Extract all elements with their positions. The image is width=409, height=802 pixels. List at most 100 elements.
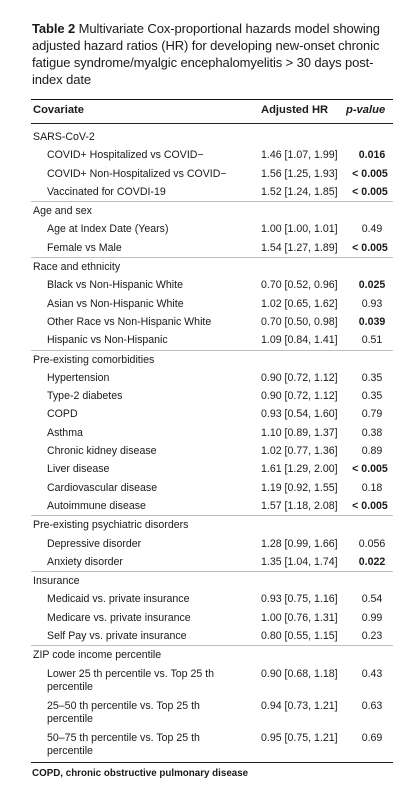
p-value-cell: 0.016 bbox=[358, 149, 386, 162]
p-value-cell: 0.18 bbox=[361, 481, 383, 494]
p-value-cell: 0.38 bbox=[361, 426, 383, 439]
covariate-cell: Depressive disorder bbox=[47, 537, 142, 550]
caption-text: Multivariate Cox-proportional hazards mo… bbox=[32, 21, 380, 87]
hazard-ratio-cell: 1.02 [0.77, 1.36] bbox=[261, 445, 338, 458]
p-value-cell: 0.43 bbox=[361, 667, 383, 680]
table-row: Age at Index Date (Years) 1.00 [1.00, 1.0… bbox=[31, 220, 393, 238]
hazard-ratio-cell: 1.00 [1.00, 1.01] bbox=[261, 223, 338, 236]
hazard-ratio-cell: 0.93 [0.54, 1.60] bbox=[261, 408, 338, 421]
covariate-cell: Chronic kidney disease bbox=[47, 445, 157, 458]
covariate-cell: Type-2 diabetes bbox=[47, 390, 123, 403]
hazard-ratio-cell: 0.90 [0.68, 1.18] bbox=[261, 667, 338, 680]
p-value-cell: 0.89 bbox=[361, 445, 383, 458]
hazard-ratio-cell: 1.56 [1.25, 1.93] bbox=[261, 167, 338, 180]
p-value-cell: 0.056 bbox=[358, 537, 386, 550]
hazard-ratio-cell: 0.70 [0.52, 0.96] bbox=[261, 279, 338, 292]
column-header-covariate: Covariate bbox=[33, 104, 84, 116]
table-row: COVID+ Non-Hospitalized vs COVID− 1.56 [1… bbox=[31, 165, 393, 183]
covariate-cell: Black vs Non-Hispanic White bbox=[47, 279, 183, 292]
section-row: Age and sex bbox=[31, 202, 393, 220]
section-divider bbox=[31, 571, 393, 573]
table-row: Female vs Male 1.54 [1.27, 1.89] < 0.005 bbox=[31, 239, 393, 257]
table-row: Autoimmune disease 1.57 [1.18, 2.08] < 0.0… bbox=[31, 497, 393, 515]
table-row: 25–50 th percentile vs. Top 25 th percen… bbox=[31, 697, 393, 729]
hazard-ratio-cell: 0.80 [0.55, 1.15] bbox=[261, 630, 338, 643]
table-row: 50–75 th percentile vs. Top 25 th percen… bbox=[31, 729, 393, 761]
covariate-cell: Autoimmune disease bbox=[47, 499, 146, 512]
section-row: Race and ethnicity bbox=[31, 258, 393, 276]
section-title: Age and sex bbox=[33, 205, 92, 218]
column-header-hr: Adjusted HR bbox=[261, 104, 329, 116]
covariate-cell: Medicaid vs. private insurance bbox=[47, 593, 190, 606]
p-value-cell: 0.35 bbox=[361, 390, 383, 403]
covariate-cell: 50–75 th percentile vs. Top 25 th percen… bbox=[47, 731, 200, 757]
hazard-ratio-cell: 1.46 [1.07, 1.99] bbox=[261, 149, 338, 162]
covariate-cell: Asian vs Non-Hispanic White bbox=[47, 297, 184, 310]
section-row: Insurance bbox=[31, 572, 393, 590]
covariate-cell: 25–50 th percentile vs. Top 25 th percen… bbox=[47, 699, 200, 725]
section-title: Race and ethnicity bbox=[33, 261, 121, 274]
hazard-ratio-cell: 1.09 [0.84, 1.41] bbox=[261, 334, 338, 347]
covariate-cell: Age at Index Date (Years) bbox=[47, 223, 169, 236]
table-row: Liver disease 1.61 [1.29, 2.00] < 0.005 bbox=[31, 460, 393, 478]
table-row: COVID+ Hospitalized vs COVID− 1.46 [1.07,… bbox=[31, 146, 393, 164]
covariate-cell: COPD bbox=[47, 408, 78, 421]
header-rule bbox=[31, 123, 393, 124]
table-row: COPD 0.93 [0.54, 1.60] 0.79 bbox=[31, 405, 393, 423]
p-value-cell: 0.69 bbox=[361, 731, 383, 744]
hazard-ratio-cell: 0.93 [0.75, 1.16] bbox=[261, 593, 338, 606]
covariate-cell: Hispanic vs Non-Hispanic bbox=[47, 334, 168, 347]
p-value-cell: 0.54 bbox=[361, 593, 383, 606]
hazard-ratio-cell: 1.10 [0.89, 1.37] bbox=[261, 426, 338, 439]
section-divider bbox=[31, 515, 393, 517]
hazard-ratio-cell: 0.90 [0.72, 1.12] bbox=[261, 390, 338, 403]
table-body: SARS-CoV-2 COVID+ Hospitalized vs COVID− 1… bbox=[31, 128, 393, 761]
table-row: Depressive disorder 1.28 [0.99, 1.66] 0.05… bbox=[31, 535, 393, 553]
p-value-cell: 0.99 bbox=[361, 611, 383, 624]
p-value-cell: 0.35 bbox=[361, 371, 383, 384]
p-value-cell: 0.79 bbox=[361, 408, 383, 421]
p-value-cell: 0.51 bbox=[361, 334, 383, 347]
covariate-cell: Lower 25 th percentile vs. Top 25 th per… bbox=[47, 667, 215, 693]
covariate-cell: Medicare vs. private insurance bbox=[47, 611, 191, 624]
p-value-cell: < 0.005 bbox=[352, 499, 388, 512]
section-divider bbox=[31, 201, 393, 203]
section-title: Insurance bbox=[33, 575, 80, 588]
p-value-cell: 0.63 bbox=[361, 699, 383, 712]
section-row: Pre-existing psychiatric disorders bbox=[31, 516, 393, 534]
table-row: Medicaid vs. private insurance 0.93 [0.75… bbox=[31, 590, 393, 608]
hazard-ratio-cell: 1.54 [1.27, 1.89] bbox=[261, 241, 338, 254]
table-row: Asthma 1.10 [0.89, 1.37] 0.38 bbox=[31, 424, 393, 442]
hazard-ratio-cell: 0.95 [0.75, 1.21] bbox=[261, 731, 338, 744]
p-value-cell: < 0.005 bbox=[352, 463, 388, 476]
table-caption: Table 2 Multivariate Cox-proportional ha… bbox=[32, 20, 392, 88]
section-title: Pre-existing comorbidities bbox=[33, 353, 155, 366]
section-title: SARS-CoV-2 bbox=[33, 131, 95, 143]
hazard-ratio-cell: 1.35 [1.04, 1.74] bbox=[261, 555, 338, 568]
section-title: Pre-existing psychiatric disorders bbox=[33, 519, 189, 532]
footnote: COPD, chronic obstructive pulmonary dise… bbox=[32, 768, 249, 779]
hazard-ratio-cell: 0.90 [0.72, 1.12] bbox=[261, 371, 338, 384]
section-title: ZIP code income percentile bbox=[33, 649, 162, 662]
bottom-rule bbox=[31, 762, 393, 763]
covariate-cell: Vaccinated for COVDI-19 bbox=[47, 185, 166, 198]
table-row: Lower 25 th percentile vs. Top 25 th per… bbox=[31, 665, 393, 697]
hazard-ratio-cell: 1.00 [0.76, 1.31] bbox=[261, 611, 338, 624]
p-value-cell: < 0.005 bbox=[352, 241, 388, 254]
covariate-cell: COVID+ Non-Hospitalized vs COVID− bbox=[47, 167, 227, 180]
covariate-cell: Hypertension bbox=[47, 371, 110, 384]
covariate-cell: Self Pay vs. private insurance bbox=[47, 630, 187, 643]
p-value-cell: 0.039 bbox=[358, 315, 386, 328]
hazard-ratio-cell: 1.52 [1.24, 1.85] bbox=[261, 185, 338, 198]
section-row: ZIP code income percentile bbox=[31, 646, 393, 664]
table-row: Hypertension 0.90 [0.72, 1.12] 0.35 bbox=[31, 369, 393, 387]
table-row: Vaccinated for COVDI-19 1.52 [1.24, 1.85]… bbox=[31, 183, 393, 201]
section-row: SARS-CoV-2 bbox=[31, 128, 393, 146]
table-header: Covariate Adjusted HR p-value bbox=[31, 100, 393, 122]
table-row: Self Pay vs. private insurance 0.80 [0.55… bbox=[31, 627, 393, 645]
table-row: Black vs Non-Hispanic White 0.70 [0.52, 0… bbox=[31, 276, 393, 294]
top-rule bbox=[31, 99, 393, 100]
hazard-ratio-cell: 1.02 [0.65, 1.62] bbox=[261, 297, 338, 310]
p-value-cell: < 0.005 bbox=[352, 185, 388, 198]
p-value-cell: 0.49 bbox=[361, 223, 383, 236]
